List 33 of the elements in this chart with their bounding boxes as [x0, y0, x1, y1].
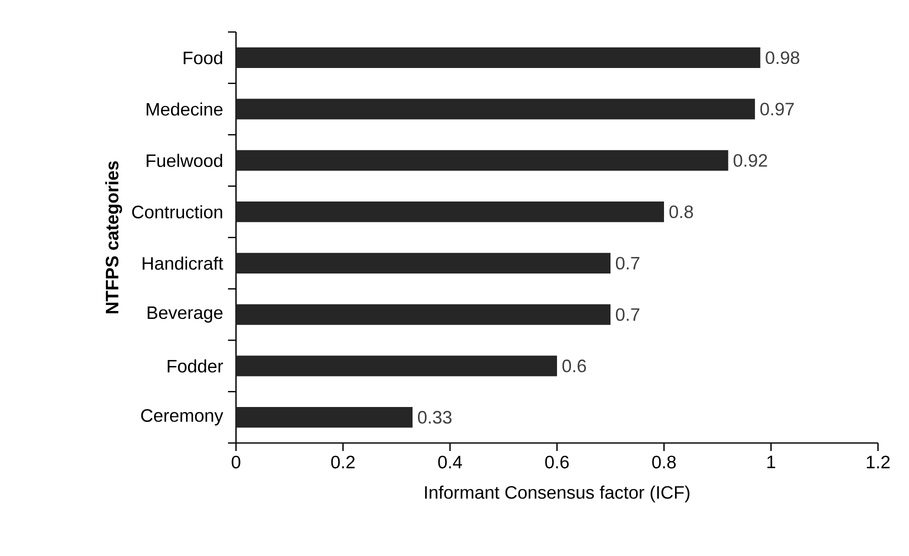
bar — [236, 98, 755, 120]
y-tick-label: Fuelwood — [146, 154, 222, 168]
x-tick-label: 0.6 — [545, 456, 569, 468]
y-tick-label: Contruction — [132, 205, 222, 218]
y-tick-label: Beverage — [148, 306, 222, 323]
bar — [236, 252, 611, 274]
data-label: 0.7 — [616, 256, 640, 270]
data-label: 0.6 — [562, 360, 586, 372]
y-tick-label: Fodder — [168, 359, 223, 373]
y-tick-label: Handicraft — [142, 256, 224, 270]
data-label: 0.7 — [616, 308, 640, 321]
data-label: 0.92 — [734, 154, 768, 167]
y-tick-label: Food — [184, 51, 222, 64]
data-label: 0.97 — [760, 102, 794, 116]
y-tick-label: Ceremony — [141, 409, 224, 426]
x-tick-label: 0 — [232, 456, 240, 468]
x-tick-label: 0.8 — [652, 456, 676, 468]
bar — [236, 407, 413, 428]
y-axis-title: NTFPS categories — [105, 161, 122, 314]
x-tick-label: 1.2 — [866, 456, 890, 468]
data-label: 0.8 — [669, 205, 693, 218]
bar — [236, 47, 760, 68]
bar — [236, 150, 728, 171]
x-tick-label: 0.2 — [331, 456, 355, 468]
x-axis-title: Informant Consensus factor (ICF) — [425, 486, 690, 502]
bar — [236, 304, 611, 325]
data-label: 0.98 — [766, 51, 800, 64]
x-tick-label: 1 — [767, 456, 776, 468]
data-label: 0.33 — [418, 410, 452, 424]
bar — [236, 356, 558, 376]
bar — [236, 202, 664, 222]
y-tick-label: Medecine — [146, 102, 222, 116]
x-tick-label: 0.4 — [438, 456, 462, 468]
